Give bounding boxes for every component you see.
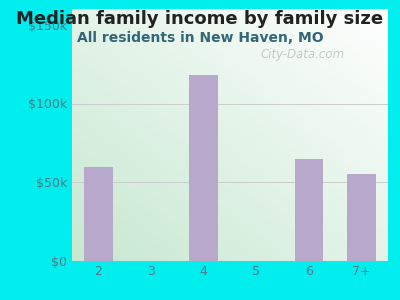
Bar — [347, 174, 376, 261]
Text: Median family income by family size: Median family income by family size — [16, 11, 384, 28]
Text: All residents in New Haven, MO: All residents in New Haven, MO — [77, 32, 323, 46]
Bar — [189, 75, 218, 261]
Bar — [294, 159, 324, 261]
Text: City-Data.com: City-Data.com — [261, 48, 345, 61]
Bar — [84, 167, 113, 261]
